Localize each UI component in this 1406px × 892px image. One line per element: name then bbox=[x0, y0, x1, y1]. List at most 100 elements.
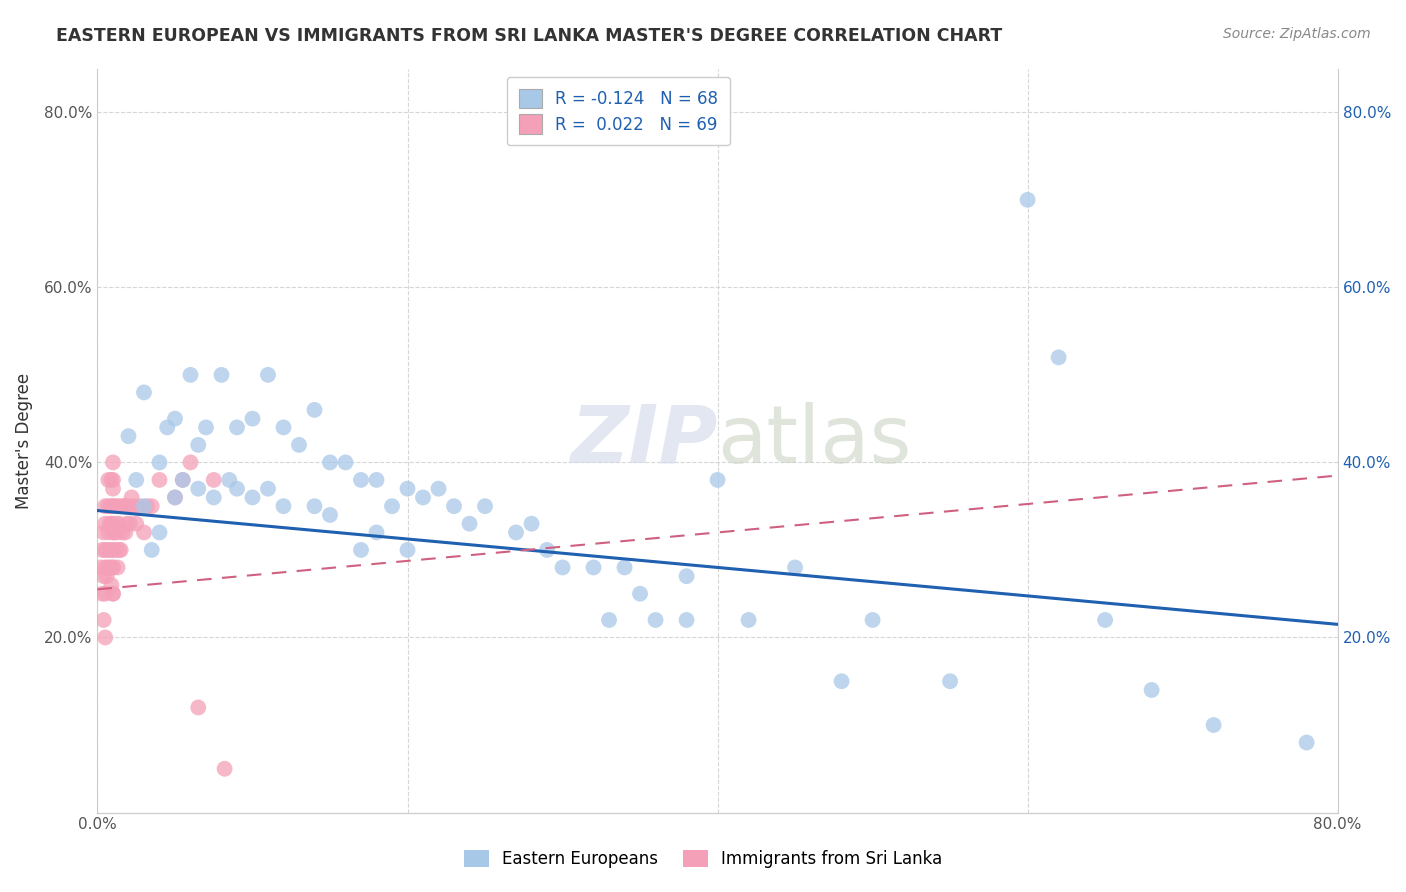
Point bbox=[242, 491, 264, 505]
Point bbox=[536, 543, 558, 558]
Point bbox=[319, 508, 342, 522]
Point bbox=[110, 499, 132, 513]
Point bbox=[335, 455, 357, 469]
Point bbox=[675, 613, 697, 627]
Point bbox=[163, 491, 186, 505]
Point bbox=[108, 516, 131, 531]
Point bbox=[226, 420, 249, 434]
Point bbox=[179, 455, 201, 469]
Point bbox=[101, 455, 124, 469]
Point bbox=[125, 516, 148, 531]
Text: Source: ZipAtlas.com: Source: ZipAtlas.com bbox=[1223, 27, 1371, 41]
Point bbox=[111, 525, 134, 540]
Point bbox=[125, 473, 148, 487]
Point bbox=[366, 525, 388, 540]
Point bbox=[132, 525, 155, 540]
Point bbox=[132, 385, 155, 400]
Point bbox=[737, 613, 759, 627]
Point bbox=[520, 516, 543, 531]
Legend: R = -0.124   N = 68, R =  0.022   N = 69: R = -0.124 N = 68, R = 0.022 N = 69 bbox=[506, 77, 730, 145]
Point bbox=[304, 499, 326, 513]
Point bbox=[136, 499, 159, 513]
Point bbox=[211, 368, 233, 382]
Point bbox=[396, 482, 419, 496]
Point bbox=[273, 420, 295, 434]
Point bbox=[582, 560, 605, 574]
Point bbox=[93, 525, 115, 540]
Point bbox=[350, 473, 373, 487]
Point bbox=[273, 499, 295, 513]
Point bbox=[1047, 351, 1070, 365]
Point bbox=[350, 543, 373, 558]
Point bbox=[202, 491, 225, 505]
Point bbox=[366, 473, 388, 487]
Point bbox=[458, 516, 481, 531]
Point bbox=[115, 516, 138, 531]
Point bbox=[187, 700, 209, 714]
Point bbox=[93, 569, 115, 583]
Point bbox=[91, 543, 114, 558]
Point bbox=[100, 543, 122, 558]
Point bbox=[179, 368, 201, 382]
Point bbox=[101, 587, 124, 601]
Point bbox=[98, 516, 121, 531]
Point bbox=[1295, 735, 1317, 749]
Point bbox=[101, 473, 124, 487]
Point bbox=[108, 543, 131, 558]
Point bbox=[105, 516, 128, 531]
Point bbox=[505, 525, 527, 540]
Point bbox=[187, 438, 209, 452]
Point bbox=[288, 438, 311, 452]
Point bbox=[103, 499, 125, 513]
Point bbox=[226, 482, 249, 496]
Point bbox=[91, 587, 114, 601]
Point bbox=[103, 525, 125, 540]
Point bbox=[100, 499, 122, 513]
Point bbox=[214, 762, 236, 776]
Point bbox=[412, 491, 434, 505]
Point bbox=[94, 587, 117, 601]
Point bbox=[141, 499, 163, 513]
Point bbox=[156, 420, 179, 434]
Point bbox=[105, 543, 128, 558]
Point bbox=[101, 587, 124, 601]
Point bbox=[257, 368, 280, 382]
Point bbox=[172, 473, 194, 487]
Point bbox=[706, 473, 728, 487]
Text: atlas: atlas bbox=[717, 401, 912, 480]
Point bbox=[100, 578, 122, 592]
Point bbox=[319, 455, 342, 469]
Point bbox=[98, 560, 121, 574]
Point bbox=[97, 525, 120, 540]
Point bbox=[94, 516, 117, 531]
Point bbox=[148, 455, 170, 469]
Point bbox=[98, 543, 121, 558]
Point bbox=[121, 491, 143, 505]
Point bbox=[100, 473, 122, 487]
Point bbox=[107, 499, 129, 513]
Point bbox=[132, 499, 155, 513]
Point bbox=[381, 499, 404, 513]
Point bbox=[474, 499, 496, 513]
Point bbox=[118, 516, 141, 531]
Point bbox=[172, 473, 194, 487]
Point bbox=[202, 473, 225, 487]
Point bbox=[107, 525, 129, 540]
Point bbox=[93, 613, 115, 627]
Point bbox=[97, 499, 120, 513]
Y-axis label: Master's Degree: Master's Degree bbox=[15, 373, 32, 508]
Point bbox=[101, 543, 124, 558]
Point bbox=[783, 560, 806, 574]
Point bbox=[304, 403, 326, 417]
Point bbox=[427, 482, 450, 496]
Point bbox=[195, 420, 218, 434]
Point bbox=[101, 560, 124, 574]
Point bbox=[862, 613, 884, 627]
Point bbox=[257, 482, 280, 496]
Point bbox=[163, 491, 186, 505]
Point bbox=[675, 569, 697, 583]
Point bbox=[94, 543, 117, 558]
Point bbox=[110, 543, 132, 558]
Point bbox=[97, 560, 120, 574]
Point bbox=[122, 499, 145, 513]
